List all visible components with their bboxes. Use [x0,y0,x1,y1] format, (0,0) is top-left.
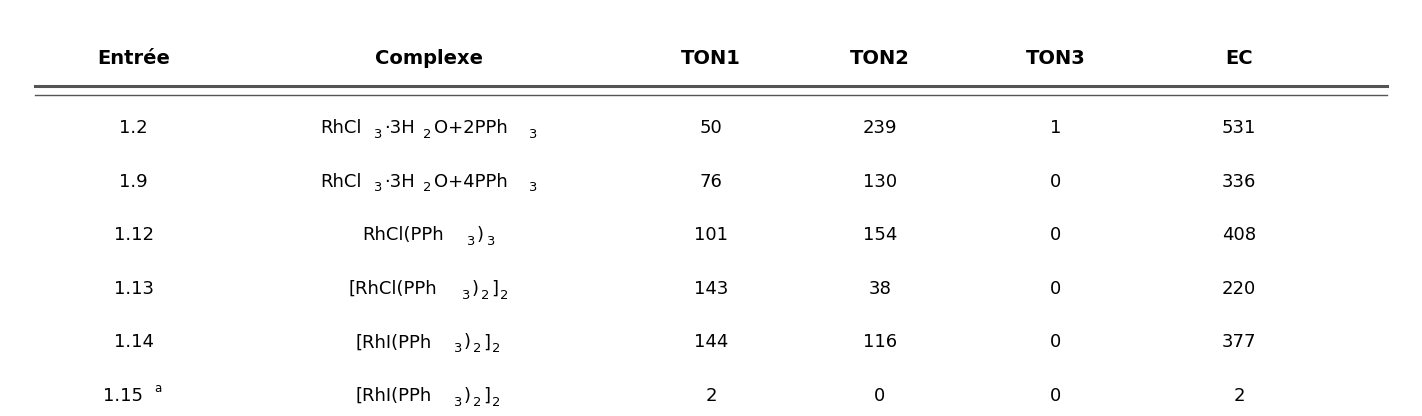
Text: 3: 3 [528,128,536,141]
Text: 2: 2 [481,289,489,302]
Text: 531: 531 [1221,119,1256,137]
Text: RhCl: RhCl [320,119,361,137]
Text: 3: 3 [486,235,495,248]
Text: RhCl: RhCl [320,173,361,191]
Text: 0: 0 [1051,226,1062,244]
Text: [RhI(PPh: [RhI(PPh [356,387,432,405]
Text: EC: EC [1226,49,1253,68]
Text: ): ) [476,226,483,244]
Text: [RhCl(PPh: [RhCl(PPh [348,280,437,298]
Text: Entrée: Entrée [97,49,171,68]
Text: TON3: TON3 [1027,49,1086,68]
Text: 1.12: 1.12 [114,226,154,244]
Text: ]: ] [483,333,491,352]
Text: 3: 3 [454,342,462,355]
Text: TON1: TON1 [681,49,741,68]
Text: TON2: TON2 [850,49,910,68]
Text: 76: 76 [700,173,722,191]
Text: 101: 101 [694,226,728,244]
Text: [RhI(PPh: [RhI(PPh [356,333,432,352]
Text: 1: 1 [1051,119,1062,137]
Text: 116: 116 [863,333,897,352]
Text: 220: 220 [1221,280,1256,298]
Text: 2: 2 [492,396,501,409]
Text: 1.15: 1.15 [104,387,144,405]
Text: 2: 2 [492,342,501,355]
Text: 239: 239 [863,119,897,137]
Text: 2: 2 [501,289,509,302]
Text: 408: 408 [1221,226,1256,244]
Text: ·3H: ·3H [384,173,415,191]
Text: 3: 3 [374,181,381,194]
Text: 1.14: 1.14 [114,333,154,352]
Text: 2: 2 [424,128,431,141]
Text: 0: 0 [1051,333,1062,352]
Text: 2: 2 [705,387,717,405]
Text: ·3H: ·3H [384,119,415,137]
Text: ]: ] [491,280,498,298]
Text: 0: 0 [1051,280,1062,298]
Text: ): ) [464,333,471,352]
Text: 3: 3 [528,181,536,194]
Text: 3: 3 [461,289,469,302]
Text: 154: 154 [863,226,897,244]
Text: 3: 3 [466,235,475,248]
Text: 3: 3 [454,396,462,409]
Text: 0: 0 [875,387,886,405]
Text: ): ) [464,387,471,405]
Text: 2: 2 [1233,387,1244,405]
Text: ]: ] [483,387,491,405]
Text: 50: 50 [700,119,722,137]
Text: 144: 144 [694,333,728,352]
Text: 0: 0 [1051,173,1062,191]
Text: O+2PPh: O+2PPh [434,119,508,137]
Text: 3: 3 [374,128,381,141]
Text: ): ) [472,280,479,298]
Text: 1.2: 1.2 [119,119,148,137]
Text: Complexe: Complexe [375,49,483,68]
Text: 38: 38 [869,280,892,298]
Text: 2: 2 [474,342,481,355]
Text: O+4PPh: O+4PPh [434,173,508,191]
Text: a: a [155,382,162,395]
Text: 377: 377 [1221,333,1256,352]
Text: RhCl(PPh: RhCl(PPh [363,226,444,244]
Text: 143: 143 [694,280,728,298]
Text: 336: 336 [1221,173,1256,191]
Text: 2: 2 [424,181,431,194]
Text: 0: 0 [1051,387,1062,405]
Text: 1.9: 1.9 [119,173,148,191]
Text: 1.13: 1.13 [114,280,154,298]
Text: 2: 2 [474,396,481,409]
Text: 130: 130 [863,173,897,191]
